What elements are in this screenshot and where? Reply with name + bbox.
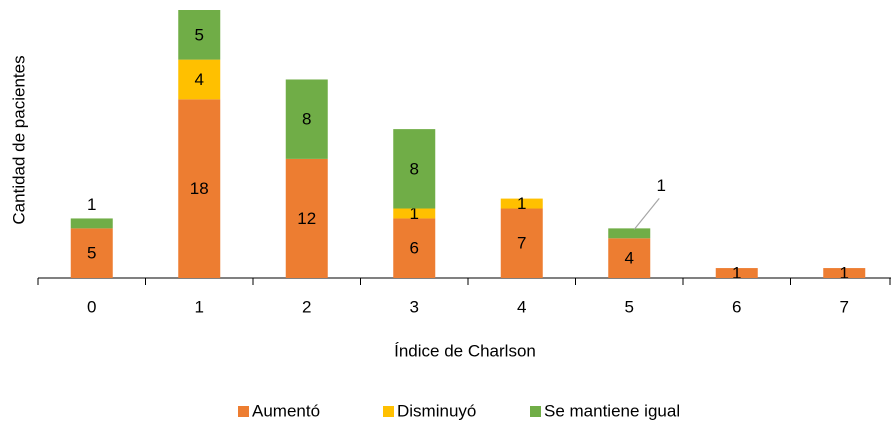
legend-label: Aumentó bbox=[252, 401, 320, 420]
x-tick-label: 2 bbox=[302, 297, 311, 316]
data-label: 1 bbox=[732, 264, 741, 283]
bar-segment bbox=[393, 218, 436, 278]
data-label: 1 bbox=[840, 264, 849, 283]
bar-segment bbox=[178, 99, 221, 278]
bar-segment bbox=[285, 79, 328, 159]
bar-segment bbox=[608, 238, 651, 278]
x-tick-label: 4 bbox=[517, 297, 526, 316]
bar-segment bbox=[715, 268, 758, 278]
data-label: 8 bbox=[410, 159, 419, 178]
bar-segment bbox=[393, 129, 436, 209]
bar-segment bbox=[178, 10, 221, 60]
x-tick-label: 0 bbox=[87, 297, 96, 316]
legend-label: Se mantiene igual bbox=[544, 401, 680, 420]
legend-label: Disminuyó bbox=[397, 401, 476, 420]
data-label: 1 bbox=[657, 176, 666, 195]
data-label: 1 bbox=[87, 195, 96, 214]
x-tick-label: 7 bbox=[840, 297, 849, 316]
data-label: 4 bbox=[625, 249, 634, 268]
data-label: 18 bbox=[190, 179, 209, 198]
legend-swatch bbox=[530, 406, 541, 417]
bar-segment bbox=[393, 208, 436, 219]
bar-segment bbox=[178, 59, 221, 100]
data-label: 1 bbox=[517, 194, 526, 213]
bar-segment bbox=[500, 198, 543, 209]
data-label: 1 bbox=[410, 204, 419, 223]
data-label: 5 bbox=[195, 25, 204, 44]
bar-segment bbox=[70, 228, 113, 278]
bar-segment bbox=[70, 218, 113, 229]
data-label: 8 bbox=[302, 110, 311, 129]
x-tick-label: 1 bbox=[195, 297, 204, 316]
data-label: 5 bbox=[87, 244, 96, 263]
bar-segment bbox=[608, 228, 651, 239]
x-axis-title: Índice de Charlson bbox=[394, 341, 536, 360]
legend-swatch bbox=[238, 406, 249, 417]
x-tick-label: 5 bbox=[625, 297, 634, 316]
bar-segment bbox=[823, 268, 866, 278]
y-axis-title: Cantidad de pacientes bbox=[9, 55, 28, 224]
x-tick-label: 3 bbox=[410, 297, 419, 316]
data-label: 7 bbox=[517, 234, 526, 253]
legend-swatch bbox=[383, 406, 394, 417]
data-label: 4 bbox=[195, 70, 204, 89]
data-label: 12 bbox=[297, 209, 316, 228]
bar-segment bbox=[285, 158, 328, 278]
leader-line bbox=[633, 197, 660, 230]
x-tick-label: 6 bbox=[732, 297, 741, 316]
bar-segment bbox=[500, 208, 543, 278]
data-label: 6 bbox=[410, 239, 419, 258]
